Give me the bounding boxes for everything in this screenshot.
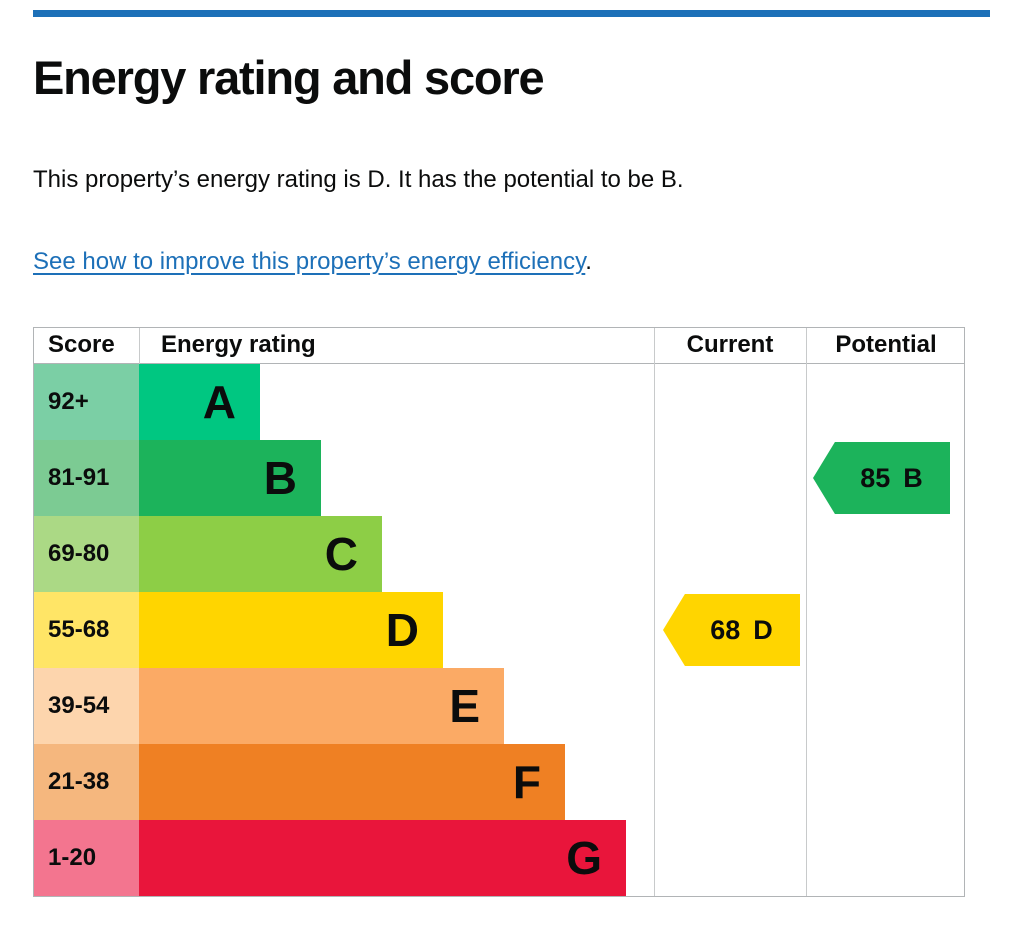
band-row: 69-80 C bbox=[34, 516, 964, 592]
rating-band: C bbox=[139, 516, 382, 592]
band-row: 21-38 F bbox=[34, 744, 964, 820]
header-potential: Potential bbox=[835, 331, 937, 358]
potential-rating-arrow: 85 B bbox=[813, 442, 950, 514]
potential-score-value: 85 bbox=[860, 462, 891, 493]
band-row: 55-68 D bbox=[34, 592, 964, 668]
score-range: 69-80 bbox=[34, 516, 139, 592]
score-range: 39-54 bbox=[34, 668, 139, 744]
rating-band: D bbox=[139, 592, 443, 668]
score-range: 92+ bbox=[34, 364, 139, 440]
rating-band: A bbox=[139, 364, 260, 440]
improve-link-line: See how to improve this property’s energ… bbox=[33, 246, 592, 277]
table-header-row: Score Energy rating Current Potential bbox=[34, 328, 964, 364]
current-rating-arrow: 68 D bbox=[663, 594, 800, 666]
current-score-value: 68 bbox=[710, 614, 741, 645]
header-current: Current bbox=[686, 331, 774, 358]
band-row: 81-91 B bbox=[34, 440, 964, 516]
rating-band: E bbox=[139, 668, 504, 744]
current-rating-letter: D bbox=[753, 614, 773, 645]
header-score: Score bbox=[48, 331, 115, 358]
score-range: 21-38 bbox=[34, 744, 139, 820]
link-suffix-period: . bbox=[585, 248, 592, 275]
top-divider-bar bbox=[33, 10, 990, 17]
score-range: 81-91 bbox=[34, 440, 139, 516]
improve-efficiency-link[interactable]: See how to improve this property’s energ… bbox=[33, 248, 586, 275]
divider-current-potential bbox=[806, 328, 807, 896]
score-range: 55-68 bbox=[34, 592, 139, 668]
potential-rating-letter: B bbox=[903, 462, 923, 493]
rating-letter: A bbox=[202, 376, 236, 428]
rating-letter: G bbox=[566, 832, 602, 884]
band-row: 39-54 E bbox=[34, 668, 964, 744]
divider-rating-current bbox=[654, 328, 655, 896]
band-row: 92+ A bbox=[34, 364, 964, 440]
divider-score-rating bbox=[139, 328, 140, 364]
rating-letter: D bbox=[385, 604, 419, 656]
rating-band: G bbox=[139, 820, 626, 896]
rating-band: F bbox=[139, 744, 565, 820]
score-range: 1-20 bbox=[34, 820, 139, 896]
rating-letter: F bbox=[512, 756, 541, 808]
header-energy-rating: Energy rating bbox=[161, 331, 316, 358]
rating-band: B bbox=[139, 440, 321, 516]
rating-letter: B bbox=[263, 452, 297, 504]
rating-letter: E bbox=[449, 680, 480, 732]
energy-rating-table: Score Energy rating Current Potential 92… bbox=[33, 327, 965, 897]
rating-letter: C bbox=[324, 528, 358, 580]
page-title: Energy rating and score bbox=[33, 51, 545, 104]
band-row: 1-20 G bbox=[34, 820, 964, 896]
rating-summary-text: This property’s energy rating is D. It h… bbox=[33, 166, 684, 193]
band-rows: 92+ A 81-91 B 69-80 C 55-68 D 39-54 E 21-38 F 1-20 G bbox=[34, 364, 964, 896]
